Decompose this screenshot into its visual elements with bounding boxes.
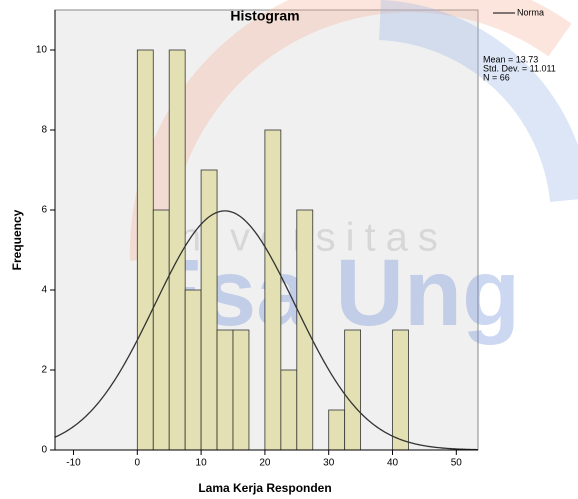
x-tick-label: 30 xyxy=(323,458,335,469)
x-tick-label: 10 xyxy=(196,458,208,469)
stat-label: Std. Dev. = 11.011 xyxy=(483,63,556,73)
x-tick-label: 20 xyxy=(259,458,271,469)
bar xyxy=(216,329,234,451)
x-tick-label: 50 xyxy=(451,458,463,469)
y-tick-label: 6 xyxy=(41,205,47,216)
x-tick-label: 0 xyxy=(135,458,141,469)
bar xyxy=(344,329,362,451)
y-tick-label: 0 xyxy=(41,445,47,456)
stat-label: N = 66 xyxy=(483,72,510,82)
y-tick-label: 10 xyxy=(36,45,48,56)
watermark-arc xyxy=(129,0,572,261)
y-tick-label: 4 xyxy=(41,285,47,296)
normal-curve xyxy=(54,210,479,451)
bar xyxy=(392,329,409,451)
x-tick-label: 40 xyxy=(387,458,399,469)
x-tick-label: -10 xyxy=(66,458,81,469)
bar xyxy=(184,289,202,451)
watermark-arc xyxy=(378,0,578,203)
bar xyxy=(328,409,346,451)
stat-label: Mean = 13.73 xyxy=(483,54,538,64)
bar xyxy=(152,209,170,451)
x-axis-label: Lama Kerja Responden xyxy=(198,481,331,495)
chart-title: Histogram xyxy=(230,8,299,24)
y-tick-label: 2 xyxy=(41,365,47,376)
y-tick-label: 8 xyxy=(41,125,47,136)
bar xyxy=(296,209,314,451)
bar xyxy=(136,49,154,451)
bar xyxy=(280,369,298,451)
watermark-text: Universitas xyxy=(140,216,448,260)
legend-label: Norma xyxy=(517,7,544,17)
bar xyxy=(200,169,218,451)
bar xyxy=(264,129,282,451)
y-axis-label: Frequency xyxy=(10,209,24,270)
bar xyxy=(232,329,250,451)
